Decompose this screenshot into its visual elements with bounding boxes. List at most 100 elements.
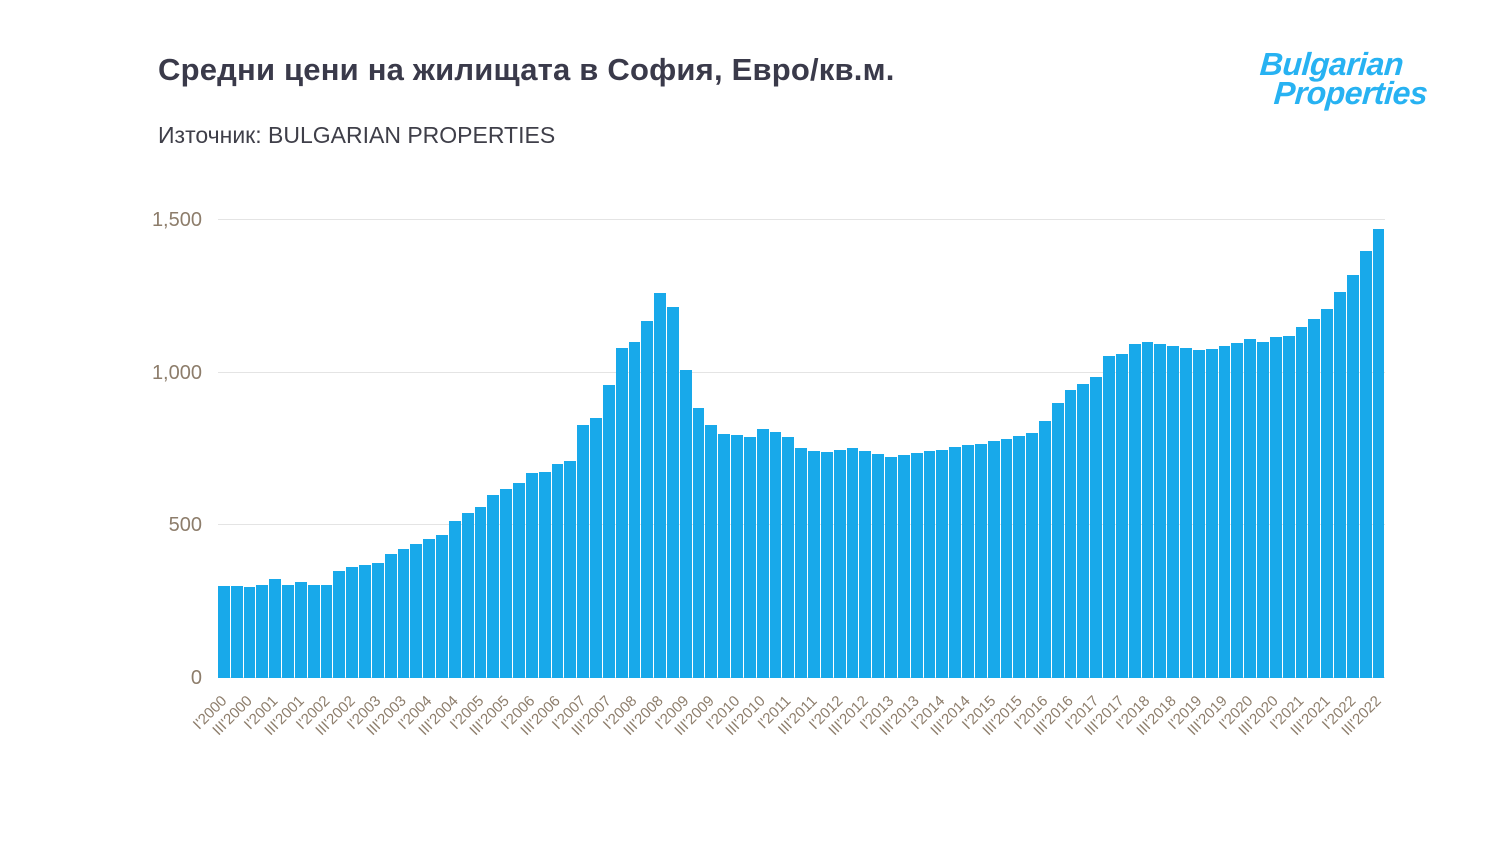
- bar: [1205, 348, 1218, 678]
- bar: [1090, 377, 1103, 678]
- y-tick-label: 0: [190, 667, 202, 689]
- bar: [731, 435, 743, 678]
- bar: [282, 584, 294, 678]
- bar: [782, 436, 795, 678]
- bar: [474, 507, 487, 678]
- bar: [371, 562, 384, 678]
- bar: [294, 582, 307, 678]
- bar: [872, 453, 885, 678]
- bar: [436, 534, 448, 678]
- bar: [500, 488, 513, 678]
- bar: [461, 513, 474, 678]
- bar: [820, 452, 833, 678]
- bar: [333, 571, 346, 678]
- bar: [615, 348, 628, 678]
- bar: [795, 448, 808, 678]
- bar: [1308, 319, 1321, 678]
- bar: [1334, 291, 1346, 678]
- bar: [359, 565, 371, 678]
- bar: [1167, 345, 1180, 678]
- bar: [218, 586, 230, 678]
- bar: [897, 455, 910, 678]
- bar: [577, 424, 590, 678]
- bar: [949, 446, 962, 678]
- bar: [1346, 274, 1359, 678]
- bar: [397, 549, 410, 678]
- bar: [679, 369, 692, 678]
- bar-chart: 0 500 1,000 1,500 I'2000 III'2000 I'2001 III'2…: [152, 209, 1385, 739]
- x-axis-labels: I'2000 III'2000 I'2001 III'2001 I'2002 III'20…: [190, 678, 1385, 808]
- bar: [384, 554, 397, 678]
- bar: [1244, 339, 1257, 678]
- bar: [320, 584, 333, 678]
- bar: [1282, 335, 1295, 678]
- bar: [743, 436, 756, 678]
- bar: [1141, 342, 1154, 678]
- bar: [974, 444, 987, 678]
- bar: [1128, 344, 1141, 678]
- bar: [1103, 356, 1115, 678]
- bar: [692, 407, 705, 678]
- y-tick-label: 1,000: [151, 361, 202, 384]
- bar: [859, 451, 872, 678]
- bar: [1372, 229, 1385, 678]
- bar: [1231, 343, 1244, 678]
- bar: [641, 320, 654, 678]
- bar: [1269, 337, 1282, 678]
- bar: [846, 448, 859, 678]
- bar: [718, 433, 731, 678]
- bar: [230, 586, 243, 678]
- bar: [705, 424, 718, 678]
- bar: [269, 579, 282, 678]
- bar: [1077, 383, 1090, 678]
- bar: [564, 461, 577, 678]
- bar: [628, 342, 641, 678]
- bar: [654, 293, 666, 678]
- bar: [1026, 432, 1038, 678]
- bar: [808, 450, 820, 678]
- bar: [1359, 250, 1372, 678]
- bar: [307, 585, 320, 678]
- bar: [756, 429, 769, 678]
- bar: [666, 307, 679, 678]
- bulgarian-properties-logo: Bulgarian Properties: [1257, 46, 1430, 112]
- bar: [525, 473, 538, 678]
- bar: [1013, 436, 1026, 678]
- chart-title: Средни цени на жилищата в София, Евро/кв…: [158, 52, 895, 87]
- bar: [1257, 342, 1269, 678]
- bar: [513, 482, 525, 678]
- bar: [1192, 349, 1205, 678]
- bar: [1000, 439, 1013, 678]
- bar: [1154, 343, 1167, 678]
- bars: [218, 220, 1385, 678]
- bar: [936, 449, 949, 678]
- bar: [885, 456, 897, 678]
- gridline-1500: [218, 219, 1385, 220]
- bar: [538, 471, 551, 678]
- y-tick-label: 1,500: [151, 209, 202, 231]
- bar: [910, 452, 923, 678]
- bar: [833, 449, 846, 678]
- bar: [487, 494, 500, 678]
- bar: [551, 464, 564, 678]
- bar: [1115, 354, 1128, 678]
- bar: [987, 441, 1000, 678]
- bar: [769, 432, 782, 678]
- chart-source: Източник: BULGARIAN PROPERTIES: [158, 122, 556, 148]
- bar: [923, 451, 936, 678]
- bar: [243, 587, 256, 678]
- bar: [1180, 348, 1192, 678]
- bar: [423, 539, 436, 678]
- gridline-1000: [218, 371, 1385, 373]
- bar: [962, 444, 974, 678]
- bar: [256, 585, 269, 678]
- plot-area: [218, 219, 1385, 678]
- bar: [590, 418, 602, 678]
- y-axis-labels: 0 500 1,000 1,500: [138, 209, 202, 689]
- bar: [346, 567, 359, 678]
- bar: [602, 384, 615, 678]
- bar: [1039, 420, 1051, 678]
- bar: [448, 520, 461, 678]
- y-tick-label: 500: [168, 514, 202, 537]
- logo-text-line2: Properties: [1272, 75, 1429, 112]
